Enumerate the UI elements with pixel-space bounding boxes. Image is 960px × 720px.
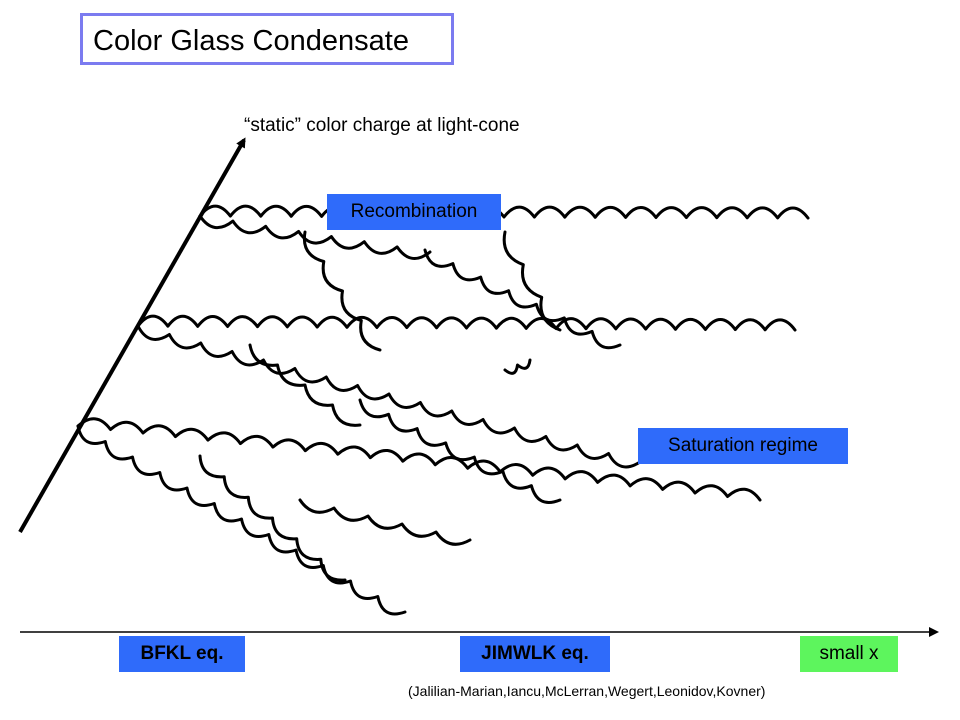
gluon-line	[298, 498, 472, 546]
gluon-line	[503, 358, 532, 375]
bfkl-label: BFKL eq.	[140, 643, 224, 664]
gluon-line	[136, 324, 642, 469]
gluon-lines	[76, 204, 810, 616]
static-charge-label: “static” color charge at light-cone	[244, 115, 520, 136]
light-cone-axis	[18, 137, 246, 533]
gluon-line	[502, 230, 562, 332]
recombination-badge: Recombination	[327, 194, 501, 230]
gluon-line	[248, 343, 362, 427]
gluon-line	[76, 424, 407, 616]
gluon-line	[76, 417, 762, 502]
recombination-label: Recombination	[350, 201, 478, 222]
gluon-line	[198, 454, 347, 582]
gluon-line	[302, 230, 382, 352]
gluon-line	[198, 204, 810, 220]
small-x-badge: small x	[800, 636, 898, 672]
gluon-line	[198, 214, 432, 260]
title-box: Color Glass Condensate	[80, 13, 454, 65]
gluon-line	[136, 314, 797, 332]
saturation-regime-badge: Saturation regime	[638, 428, 848, 464]
jimwlk-label: JIMWLK eq.	[481, 643, 589, 664]
saturation-regime-label: Saturation regime	[668, 435, 818, 456]
gluon-line	[423, 248, 622, 350]
page-title: Color Glass Condensate	[93, 25, 409, 57]
small-x-label: small x	[819, 643, 879, 664]
bfkl-badge: BFKL eq.	[119, 636, 245, 672]
jimwlk-badge: JIMWLK eq.	[460, 636, 610, 672]
citation-text: (Jalilian-Marian,Iancu,McLerran,Wegert,L…	[408, 683, 766, 699]
